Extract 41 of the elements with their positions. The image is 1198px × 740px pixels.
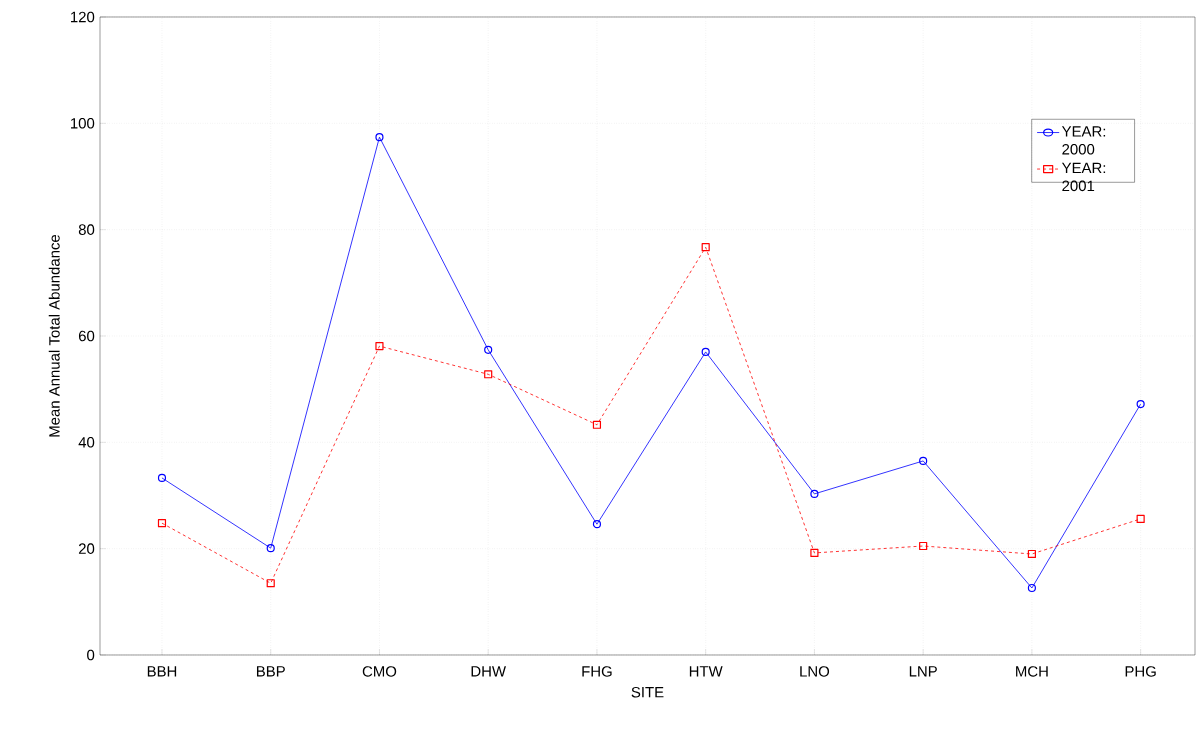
point (266, 579, 275, 588)
point (701, 347, 710, 357)
point (375, 133, 384, 142)
point (266, 544, 275, 553)
y-tick-label: 120 (71, 11, 95, 23)
x-tick-label: MCH (1016, 666, 1048, 677)
point (592, 420, 602, 429)
x-tick-label: BBP (256, 666, 285, 677)
y-tick-label: 60 (78, 330, 95, 342)
point (484, 345, 493, 354)
y-tick-label: 20 (78, 543, 95, 554)
point (810, 548, 819, 558)
legend-label: YEAR: 2000 (1061, 126, 1106, 155)
point (810, 489, 819, 498)
y-axis-title: Mean Annual Total Abundance (48, 234, 60, 437)
y-tick-label: 40 (78, 437, 95, 448)
x-tick-label: LNO (800, 666, 830, 677)
x-tick-label: PHG (1125, 666, 1156, 677)
y-tick-label: 0 (87, 649, 95, 661)
point (1136, 399, 1145, 409)
point (484, 370, 493, 379)
legend-label: YEAR: 2001 (1061, 162, 1106, 192)
point (701, 243, 710, 252)
point (919, 541, 928, 551)
point (157, 473, 167, 483)
x-tick-label: FHG (582, 666, 612, 677)
y-tick-label: 80 (78, 224, 95, 235)
y-tick-label: 100 (71, 118, 95, 129)
x-tick-label: CMO (362, 666, 397, 677)
point (592, 520, 602, 529)
point (919, 456, 928, 466)
point (1136, 514, 1145, 523)
x-tick-label: HTW (689, 666, 723, 677)
point (375, 342, 384, 351)
x-axis-title: SITE (631, 686, 664, 698)
x-tick-label: DHW (471, 666, 506, 677)
point (1027, 549, 1036, 559)
point (1027, 583, 1036, 593)
x-tick-label: LNP (909, 666, 937, 677)
point (157, 519, 167, 528)
x-tick-label: BBH (147, 666, 177, 677)
